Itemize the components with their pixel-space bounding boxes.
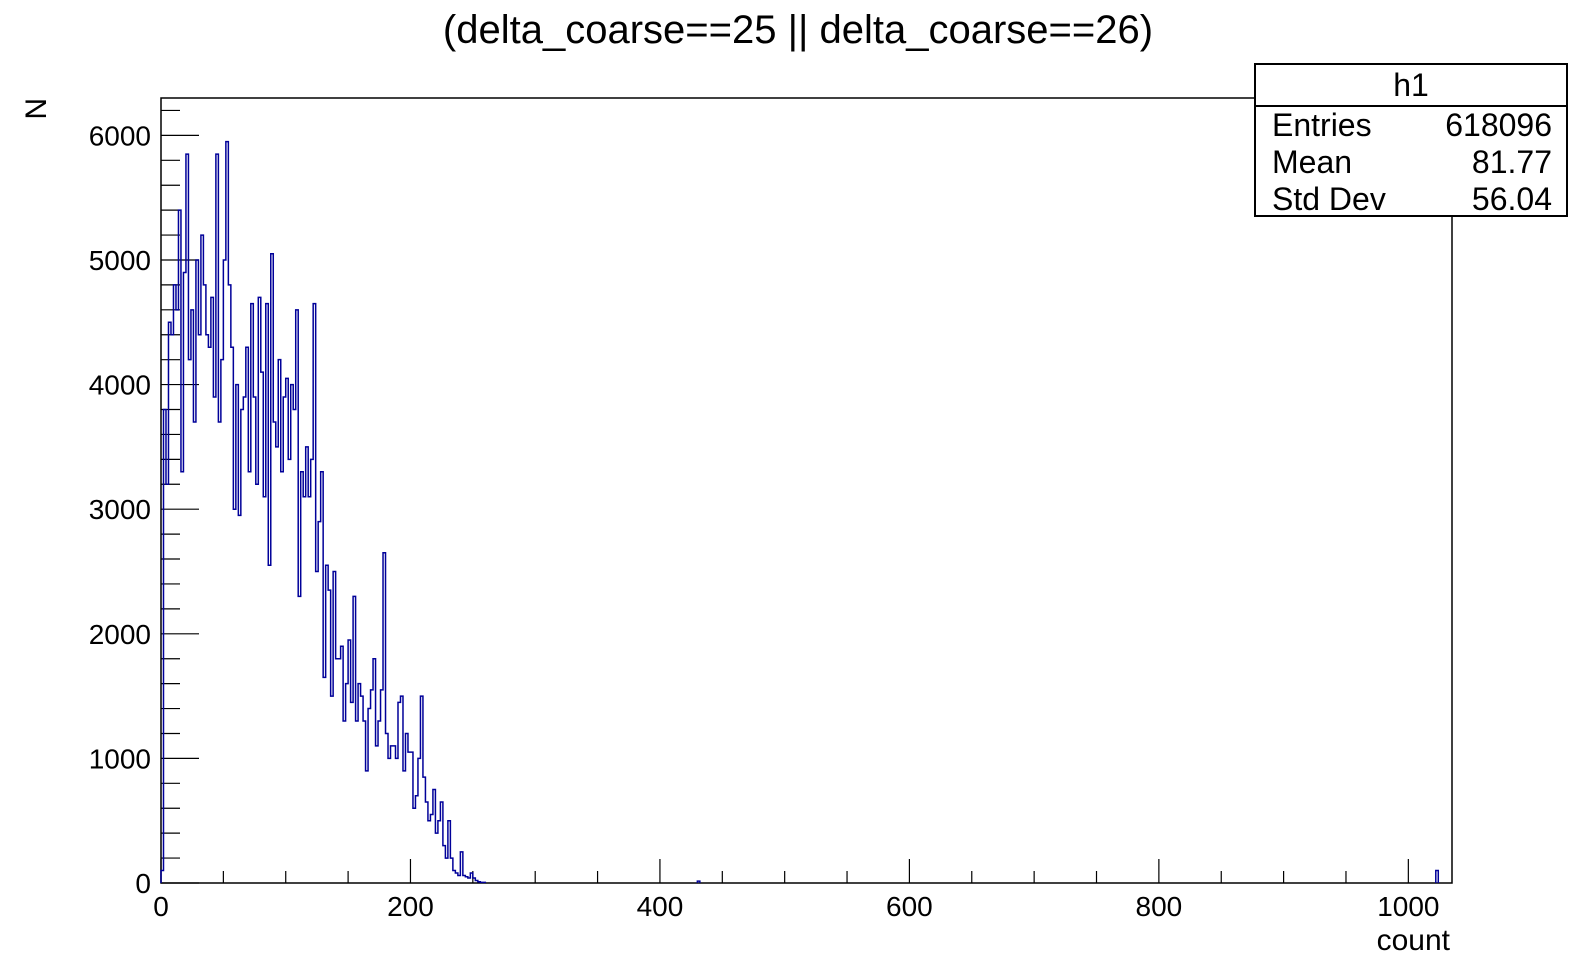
stats-row-std-dev: Std Dev 56.04 <box>1256 181 1566 218</box>
x-tick-label: 800 <box>1136 891 1183 922</box>
x-tick-label: 0 <box>153 891 169 922</box>
stats-label: Std Dev <box>1272 181 1386 217</box>
chart-title: (delta_coarse==25 || delta_coarse==26) <box>442 8 1154 52</box>
tick-labels: 0 200 400 600 800 1000 0 1000 2000 3000 4000 5000 60… <box>89 120 1440 922</box>
y-axis-label: N <box>20 98 53 120</box>
x-tick-label: 400 <box>637 891 684 922</box>
stats-label: Entries <box>1272 107 1372 143</box>
stats-row-entries: Entries 618096 <box>1256 107 1566 144</box>
stats-title: h1 <box>1256 65 1566 107</box>
stats-row-mean: Mean 81.77 <box>1256 144 1566 181</box>
y-tick-label: 6000 <box>89 120 151 151</box>
stats-label: Mean <box>1272 144 1353 180</box>
stats-value: 81.77 <box>1471 144 1552 180</box>
x-tick-label: 600 <box>886 891 933 922</box>
x-axis-label: count <box>1377 924 1451 957</box>
y-tick-label: 0 <box>135 868 151 899</box>
y-tick-label: 3000 <box>89 494 151 525</box>
y-tick-label: 1000 <box>89 743 151 774</box>
y-tick-label: 4000 <box>89 370 151 401</box>
y-tick-label: 5000 <box>89 245 151 276</box>
stats-box: h1 Entries 618096 Mean 81.77 Std Dev 56.… <box>1254 63 1568 217</box>
stats-value: 618096 <box>1445 107 1552 143</box>
x-tick-label: 200 <box>387 891 434 922</box>
x-tick-label: 1000 <box>1377 891 1439 922</box>
stats-value: 56.04 <box>1471 181 1552 217</box>
histogram-line <box>160 140 1440 884</box>
axis-ticks <box>160 109 1409 884</box>
plot-frame <box>160 97 1453 884</box>
y-tick-label: 2000 <box>89 619 151 650</box>
